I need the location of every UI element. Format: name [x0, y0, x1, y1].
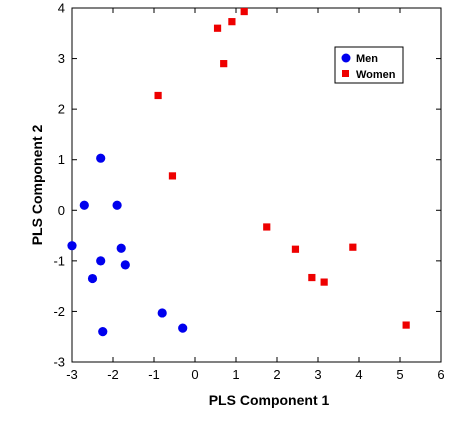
legend-label-women: Women: [356, 69, 396, 81]
series-men: [67, 153, 188, 337]
legend-marker-men: [341, 53, 351, 63]
data-point-men: [178, 323, 188, 333]
data-point-men: [98, 327, 108, 337]
x-tick-label: 5: [396, 367, 403, 382]
y-tick-label: -2: [53, 304, 65, 319]
data-point-women: [291, 245, 300, 253]
x-tick-label: 1: [232, 367, 239, 382]
data-point-men: [67, 241, 77, 251]
x-tick-label: -1: [148, 367, 160, 382]
data-points: [67, 7, 410, 337]
x-tick-label: 3: [314, 367, 321, 382]
legend-label-men: Men: [356, 53, 378, 65]
y-tick-label: -3: [53, 355, 65, 370]
y-tick-label: -1: [53, 253, 65, 268]
y-tick-label: 2: [58, 102, 65, 117]
data-point-women: [220, 60, 228, 68]
data-point-men: [79, 200, 89, 210]
data-point-women: [228, 18, 236, 26]
data-point-women: [168, 172, 177, 180]
x-tick-label: 0: [191, 367, 198, 382]
data-point-men: [157, 308, 167, 318]
x-tick-label: -2: [107, 367, 119, 382]
x-axis-title: PLS Component 1: [209, 392, 330, 408]
data-point-men: [87, 273, 98, 284]
data-point-men: [116, 243, 126, 253]
y-tick-label: 4: [58, 1, 65, 16]
y-tick-label: 3: [58, 51, 65, 66]
data-point-women: [154, 91, 162, 100]
legend-marker-women: [342, 70, 349, 77]
y-tick-label: 0: [58, 203, 65, 218]
axes: -3 -2 -1 0 1 2 3 4 5 6 -3 -2 -1 0 1 2 3 4: [53, 1, 444, 383]
y-axis-title: PLS Component 2: [29, 125, 45, 246]
series-women: [154, 7, 410, 329]
data-point-men: [112, 200, 122, 210]
legend: Men Women: [334, 46, 404, 84]
data-point-women: [263, 223, 271, 231]
data-point-women: [349, 243, 357, 251]
x-tick-label: 4: [355, 367, 362, 382]
data-point-men: [96, 153, 106, 163]
y-tick-label: 1: [58, 152, 65, 167]
data-point-women: [320, 278, 328, 286]
x-tick-label: 2: [273, 367, 280, 382]
data-point-women: [308, 273, 316, 282]
data-point-women: [240, 7, 248, 16]
data-point-women: [402, 321, 410, 329]
data-point-men: [96, 256, 106, 266]
plot-frame: [71, 7, 442, 363]
x-tick-label: -3: [66, 367, 78, 382]
x-tick-label: 6: [437, 367, 444, 382]
data-point-women: [213, 24, 222, 32]
data-point-men: [120, 260, 130, 270]
